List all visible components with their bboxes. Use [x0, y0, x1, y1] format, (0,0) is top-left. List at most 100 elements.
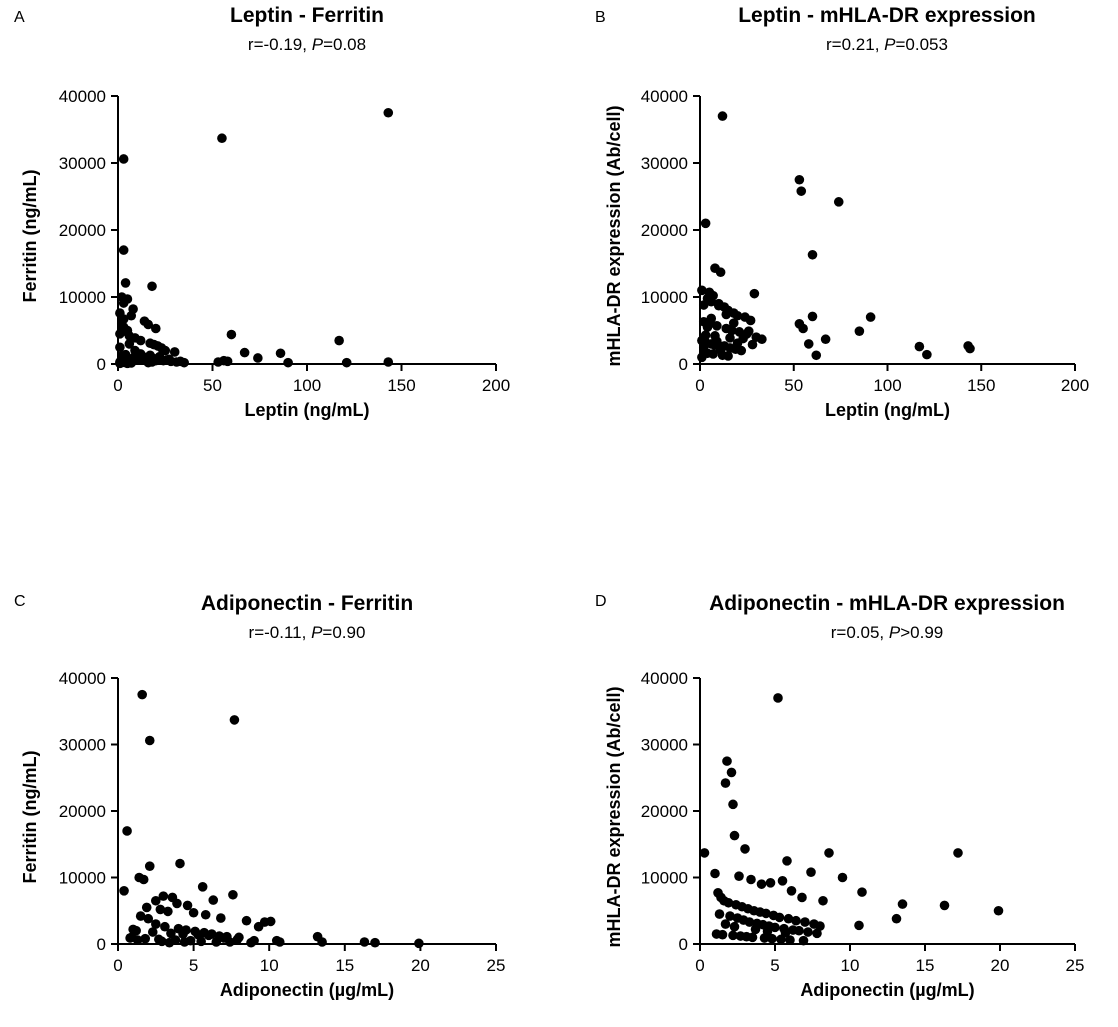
data-point — [188, 907, 199, 918]
data-point — [706, 313, 717, 324]
data-point — [807, 249, 818, 260]
x-tick-label: 100 — [873, 376, 901, 395]
data-point — [249, 935, 259, 946]
data-point — [807, 311, 818, 322]
data-point — [151, 323, 161, 334]
data-point — [743, 326, 754, 336]
data-point — [182, 900, 193, 911]
data-point — [175, 858, 185, 869]
data-point — [169, 347, 180, 357]
data-point — [714, 909, 725, 919]
data-point — [140, 933, 151, 944]
data-point — [717, 111, 728, 121]
data-point — [794, 174, 805, 185]
panel-letter: B — [595, 9, 606, 26]
data-point — [765, 878, 776, 888]
data-point — [712, 321, 722, 331]
p-symbol: P — [884, 35, 896, 54]
x-tick-label: 20 — [991, 956, 1010, 975]
x-tick-label: 20 — [411, 956, 430, 975]
data-point — [721, 309, 732, 320]
x-tick-label: 150 — [387, 376, 415, 395]
y-axis-label: mHLA-DR expression (Ab/cell) — [604, 105, 624, 366]
data-point — [767, 933, 777, 944]
panel-letter: D — [595, 593, 607, 610]
data-point — [698, 342, 709, 353]
data-point — [811, 350, 822, 361]
data-point — [190, 926, 200, 937]
data-point — [794, 925, 804, 936]
data-point — [732, 310, 743, 321]
data-point — [265, 916, 276, 927]
data-point — [135, 335, 146, 346]
data-point — [723, 897, 734, 908]
correlation-stats: r=-0.11, P=0.90 — [249, 623, 366, 642]
data-point — [699, 848, 710, 858]
correlation-r: r=0.05, — [831, 623, 889, 642]
y-tick-label: 30000 — [641, 736, 688, 755]
y-axis-label: Ferritin (ng/mL) — [20, 751, 40, 884]
data-point — [727, 325, 737, 336]
data-point — [700, 330, 711, 340]
data-point — [135, 911, 146, 921]
data-point — [137, 351, 148, 362]
data-point — [953, 848, 963, 858]
data-point — [746, 874, 756, 885]
x-tick-label: 0 — [695, 956, 704, 975]
data-point — [219, 355, 229, 366]
data-point — [197, 882, 208, 892]
p-symbol: P — [889, 623, 901, 642]
y-axis-label: mHLA-DR expression (Ab/cell) — [604, 686, 624, 947]
data-point — [815, 921, 825, 931]
y-tick-label: 10000 — [641, 288, 688, 307]
data-point — [965, 343, 975, 354]
data-point — [939, 900, 950, 911]
y-tick-label: 30000 — [59, 154, 106, 173]
y-tick-label: 0 — [679, 355, 688, 374]
x-tick-label: 0 — [113, 376, 122, 395]
data-point — [833, 197, 844, 207]
data-point — [144, 861, 155, 871]
data-point — [734, 871, 744, 881]
data-point — [797, 892, 807, 903]
correlation-r: r=-0.11, — [249, 623, 312, 642]
data-point — [782, 856, 792, 866]
data-point — [747, 339, 758, 350]
x-tick-label: 15 — [916, 956, 935, 975]
data-point — [118, 154, 129, 164]
y-tick-label: 30000 — [641, 154, 688, 173]
data-point — [115, 342, 125, 353]
y-tick-label: 40000 — [59, 87, 106, 106]
data-point — [275, 348, 286, 359]
data-point — [181, 925, 191, 935]
x-tick-label: 0 — [113, 956, 122, 975]
data-point — [122, 826, 132, 836]
y-axis-label: Ferritin (ng/mL) — [20, 170, 40, 303]
data-point — [897, 899, 908, 909]
data-point — [155, 904, 166, 915]
data-point — [837, 872, 848, 883]
data-point — [179, 357, 189, 368]
data-point — [770, 922, 780, 933]
data-point — [160, 345, 171, 356]
x-axis-label: Adiponectin (µg/mL) — [800, 980, 974, 1000]
x-tick-label: 15 — [335, 956, 354, 975]
data-point — [796, 186, 807, 196]
data-point — [993, 905, 1004, 916]
x-axis-label: Leptin (ng/mL) — [825, 400, 950, 420]
data-point — [118, 322, 129, 332]
y-tick-label: 40000 — [641, 87, 688, 106]
data-point — [854, 326, 865, 336]
x-tick-label: 0 — [695, 376, 704, 395]
data-point — [704, 295, 715, 306]
data-point — [216, 913, 226, 923]
data-point — [726, 767, 737, 778]
data-point — [160, 921, 170, 932]
data-point — [157, 936, 167, 947]
data-point — [728, 318, 739, 328]
data-point — [124, 339, 135, 349]
data-point — [163, 906, 173, 917]
data-point — [725, 911, 735, 921]
chart-title: Leptin - Ferritin — [230, 4, 384, 27]
